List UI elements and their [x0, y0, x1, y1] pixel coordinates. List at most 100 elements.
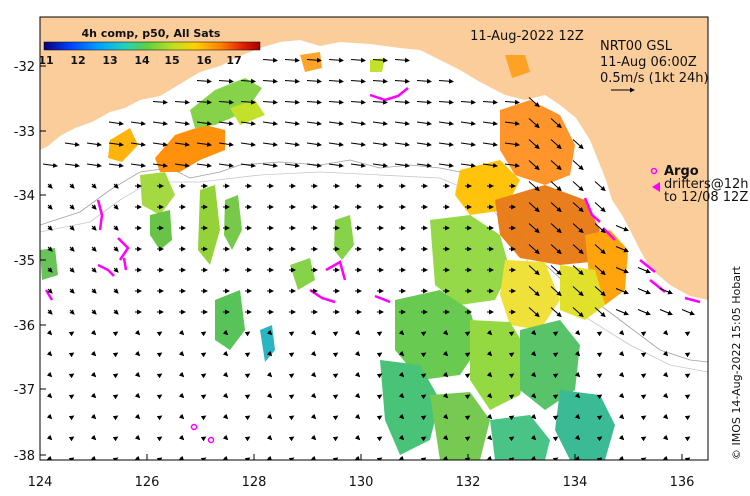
y-tick: -35 — [14, 254, 35, 269]
y-axis: -32 -33 -34 -35 -36 -37 -38 — [14, 60, 46, 464]
current-vector — [284, 99, 300, 105]
current-vector — [288, 436, 295, 442]
current-vector — [596, 394, 603, 400]
current-vector — [662, 392, 669, 399]
current-vector — [328, 99, 344, 105]
current-vector — [354, 392, 361, 399]
current-vector — [486, 371, 493, 378]
current-vector — [572, 265, 584, 276]
current-vector — [178, 371, 185, 378]
current-vector — [332, 331, 339, 337]
current-vector — [244, 415, 251, 421]
current-vector — [486, 413, 493, 420]
drifter-position — [190, 423, 198, 431]
current-vector — [594, 223, 606, 234]
current-vector — [178, 329, 185, 336]
current-vector — [528, 97, 540, 108]
current-vector — [130, 162, 146, 168]
current-vector — [310, 455, 317, 460]
current-vector — [574, 350, 581, 357]
current-vector — [69, 267, 75, 273]
current-vector — [550, 265, 562, 276]
current-vector — [372, 120, 388, 126]
current-vector — [306, 162, 322, 168]
current-vector — [640, 352, 647, 358]
current-vector — [594, 307, 606, 318]
current-vector — [266, 392, 273, 399]
current-vector — [398, 413, 405, 420]
current-vector — [91, 204, 97, 210]
current-vector — [266, 350, 273, 357]
current-vector — [266, 434, 273, 441]
australia-landmass — [40, 17, 708, 300]
current-vector — [174, 99, 190, 105]
current-vector — [222, 329, 229, 336]
current-vector — [47, 225, 53, 231]
current-vector — [482, 162, 498, 168]
current-vector — [68, 331, 75, 337]
current-vector — [640, 436, 647, 442]
current-vector — [90, 392, 97, 399]
current-vector — [310, 413, 317, 420]
current-vector — [442, 413, 449, 420]
current-vector — [130, 141, 146, 147]
current-vector — [615, 309, 629, 316]
x-tick: 136 — [670, 475, 695, 490]
current-vector — [178, 455, 185, 460]
current-vector — [196, 78, 212, 84]
current-vector — [284, 57, 300, 63]
current-vector — [572, 307, 584, 318]
current-vector — [618, 413, 625, 420]
current-vector — [662, 434, 669, 441]
y-tick: -34 — [14, 189, 35, 204]
current-vector — [460, 120, 476, 126]
current-vector — [528, 286, 540, 297]
current-vector — [416, 162, 432, 168]
current-vector — [596, 331, 603, 337]
current-vector — [376, 436, 383, 442]
current-vector — [508, 352, 515, 358]
current-vector — [69, 288, 75, 294]
current-vector — [134, 413, 141, 420]
current-vector — [372, 141, 388, 147]
current-vector — [47, 288, 53, 294]
colorbar: 4h comp, p50, All Sats 11 12 13 14 15 16… — [38, 27, 261, 67]
current-vector — [530, 413, 537, 420]
current-vector — [68, 373, 75, 379]
argo-track-icon — [652, 182, 660, 192]
current-vector — [266, 413, 273, 420]
colorbar-gradient — [43, 41, 261, 51]
current-vector — [528, 160, 540, 171]
current-vector — [398, 455, 405, 460]
current-vector — [416, 120, 432, 126]
current-vector — [684, 415, 691, 421]
current-vector — [596, 373, 603, 379]
current-vector — [46, 329, 53, 336]
current-vector — [684, 394, 691, 400]
drifter-position — [207, 436, 215, 444]
current-vector — [574, 371, 581, 378]
current-vector — [416, 141, 432, 147]
current-vector — [262, 141, 278, 147]
current-vector — [218, 120, 234, 126]
current-vector — [328, 162, 344, 168]
current-vector — [284, 162, 300, 168]
current-vector — [684, 373, 691, 379]
current-vector — [196, 120, 212, 126]
current-vector — [354, 434, 361, 441]
current-vector — [288, 331, 295, 337]
current-vector — [438, 78, 454, 84]
current-vector — [113, 225, 119, 231]
current-vector — [637, 309, 651, 316]
current-vector — [244, 394, 251, 400]
current-vector — [464, 436, 471, 442]
current-vector — [46, 413, 53, 420]
current-vector — [594, 202, 606, 213]
current-vector — [112, 373, 119, 379]
current-vector — [350, 141, 366, 147]
current-vector — [222, 392, 229, 399]
current-vector — [284, 78, 300, 84]
current-vector — [615, 288, 629, 295]
current-vector — [91, 288, 97, 294]
current-vector — [47, 204, 53, 210]
